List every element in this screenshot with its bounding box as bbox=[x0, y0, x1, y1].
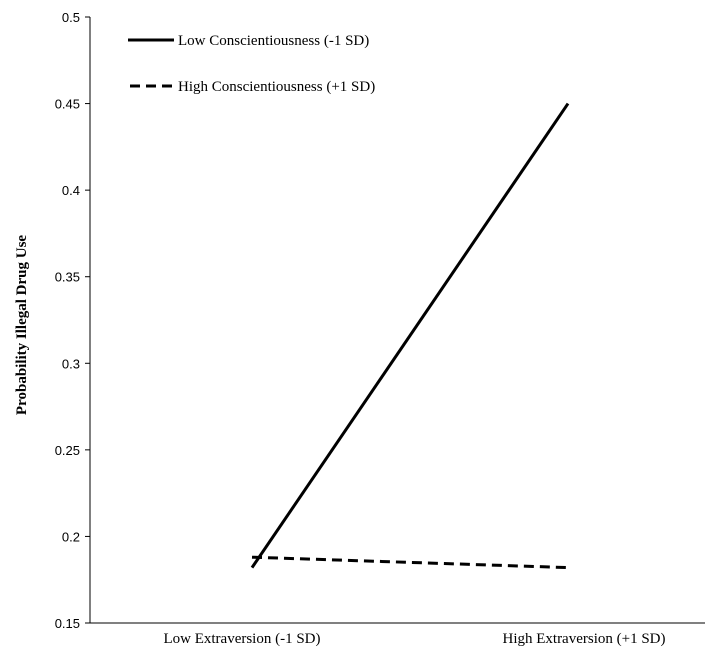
y-axis: 0.15 0.2 0.25 0.3 0.35 0.4 0.45 0.5 bbox=[55, 10, 91, 631]
y-tick-label: 0.2 bbox=[62, 529, 80, 544]
y-tick-label: 0.5 bbox=[62, 10, 80, 25]
legend-label: Low Conscientiousness (-1 SD) bbox=[178, 33, 369, 49]
x-tick-label: High Extraversion (+1 SD) bbox=[502, 631, 665, 647]
series-line-high-conscientiousness bbox=[251, 555, 569, 570]
y-axis-title: Probability Illegal Drug Use bbox=[14, 235, 30, 415]
y-tick-label: 0.3 bbox=[62, 356, 80, 371]
y-tick-label: 0.45 bbox=[55, 97, 80, 112]
legend-label: High Conscientiousness (+1 SD) bbox=[178, 79, 375, 95]
legend: Low Conscientiousness (-1 SD) High Consci… bbox=[128, 33, 375, 95]
x-axis: Low Extraversion (-1 SD) High Extraversio… bbox=[90, 622, 705, 647]
x-tick-label: Low Extraversion (-1 SD) bbox=[163, 631, 320, 647]
y-tick-label: 0.35 bbox=[55, 270, 80, 285]
y-tick-label: 0.4 bbox=[62, 183, 80, 198]
series-line-low-conscientiousness bbox=[250, 102, 570, 569]
series-lines bbox=[250, 102, 570, 570]
y-tick-label: 0.25 bbox=[55, 443, 80, 458]
y-tick-label: 0.15 bbox=[55, 616, 80, 631]
